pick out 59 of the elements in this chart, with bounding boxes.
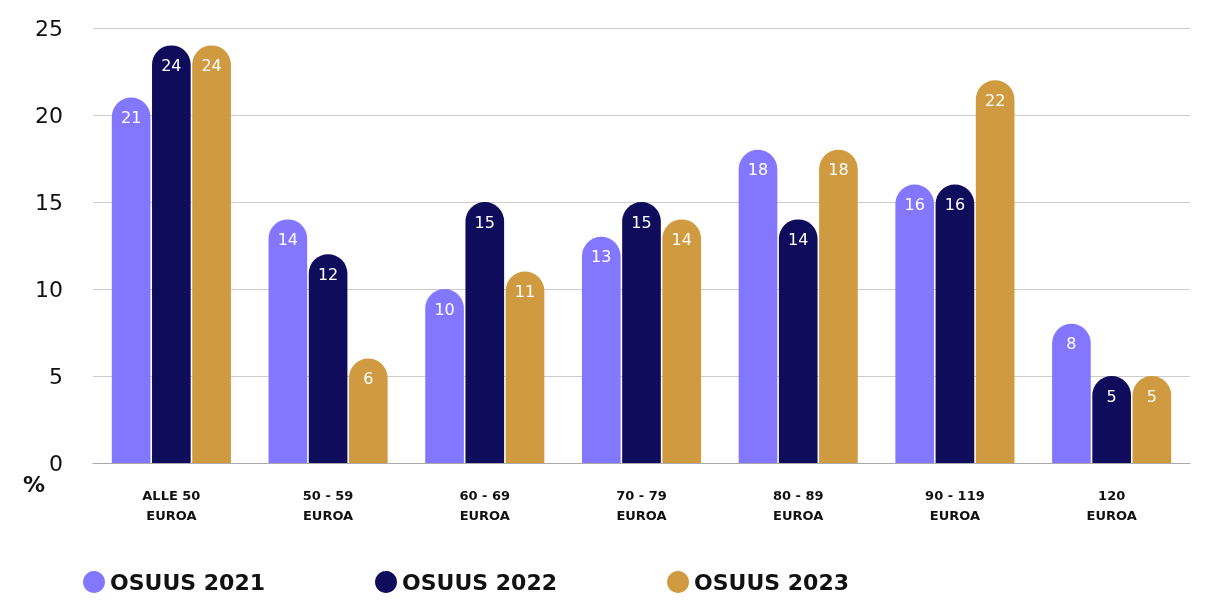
- data-label: 12: [317, 264, 339, 284]
- data-label: 22: [984, 90, 1006, 110]
- data-label: 8: [1066, 334, 1077, 354]
- x-tick-label: 120 EUROA: [1086, 487, 1137, 523]
- data-label: 24: [161, 55, 182, 75]
- x-tick-label: 90 - 119 EUROA: [925, 487, 985, 523]
- bar: [738, 149, 778, 463]
- bar: [1052, 323, 1091, 463]
- y-tick-label: 10: [35, 276, 63, 302]
- data-label: 11: [514, 282, 536, 302]
- data-label: 16: [944, 195, 966, 215]
- y-tick-label: 0: [49, 450, 63, 476]
- data-label: 18: [828, 160, 849, 180]
- y-tick-label: 20: [35, 102, 63, 128]
- bar: [778, 219, 818, 463]
- data-label: 10: [434, 299, 455, 319]
- x-tick-label: 80 - 89 EUROA: [772, 487, 824, 523]
- bar: [662, 219, 702, 463]
- data-label: 18: [747, 160, 769, 180]
- data-label: 13: [591, 247, 612, 267]
- bar: [975, 80, 1015, 463]
- bar: [308, 254, 348, 463]
- bar: [268, 219, 308, 463]
- bar: [111, 97, 151, 463]
- x-tick-label: 50 - 59 EUROA: [302, 487, 354, 523]
- x-tick-label: ALLE 50 EUROA: [142, 487, 201, 523]
- data-label: 21: [120, 108, 142, 128]
- y-axis-title: %: [22, 472, 45, 498]
- data-label: 14: [788, 229, 809, 249]
- data-label: 15: [631, 212, 652, 232]
- bar: [581, 236, 621, 463]
- bar: [935, 184, 975, 463]
- data-label: 6: [363, 369, 374, 389]
- bar: [895, 184, 935, 463]
- bar: [819, 149, 858, 463]
- bar: [622, 202, 661, 463]
- legend-label: OSUUS 2021: [110, 569, 266, 595]
- data-label: 5: [1106, 386, 1117, 406]
- bar: [465, 202, 505, 463]
- bar: [505, 271, 545, 463]
- bar: [152, 45, 191, 463]
- y-tick-label: 25: [35, 15, 63, 41]
- x-tick-label: 60 - 69 EUROA: [459, 487, 511, 523]
- data-label: 16: [904, 195, 925, 215]
- data-label: 24: [201, 55, 222, 75]
- bar: [1132, 376, 1172, 463]
- bar: [425, 289, 464, 463]
- bar: [1092, 376, 1131, 463]
- data-label: 14: [277, 229, 299, 249]
- legend-label: OSUUS 2023: [694, 569, 850, 595]
- data-label: 5: [1146, 386, 1157, 406]
- bar: [348, 358, 388, 463]
- legend-label: OSUUS 2022: [402, 569, 558, 595]
- data-label: 15: [474, 212, 495, 232]
- x-tick-label: 70 - 79 EUROA: [616, 487, 667, 523]
- y-tick-label: 15: [35, 189, 63, 215]
- bar: [192, 45, 231, 463]
- y-tick-label: 5: [49, 363, 63, 389]
- data-label: 14: [671, 229, 692, 249]
